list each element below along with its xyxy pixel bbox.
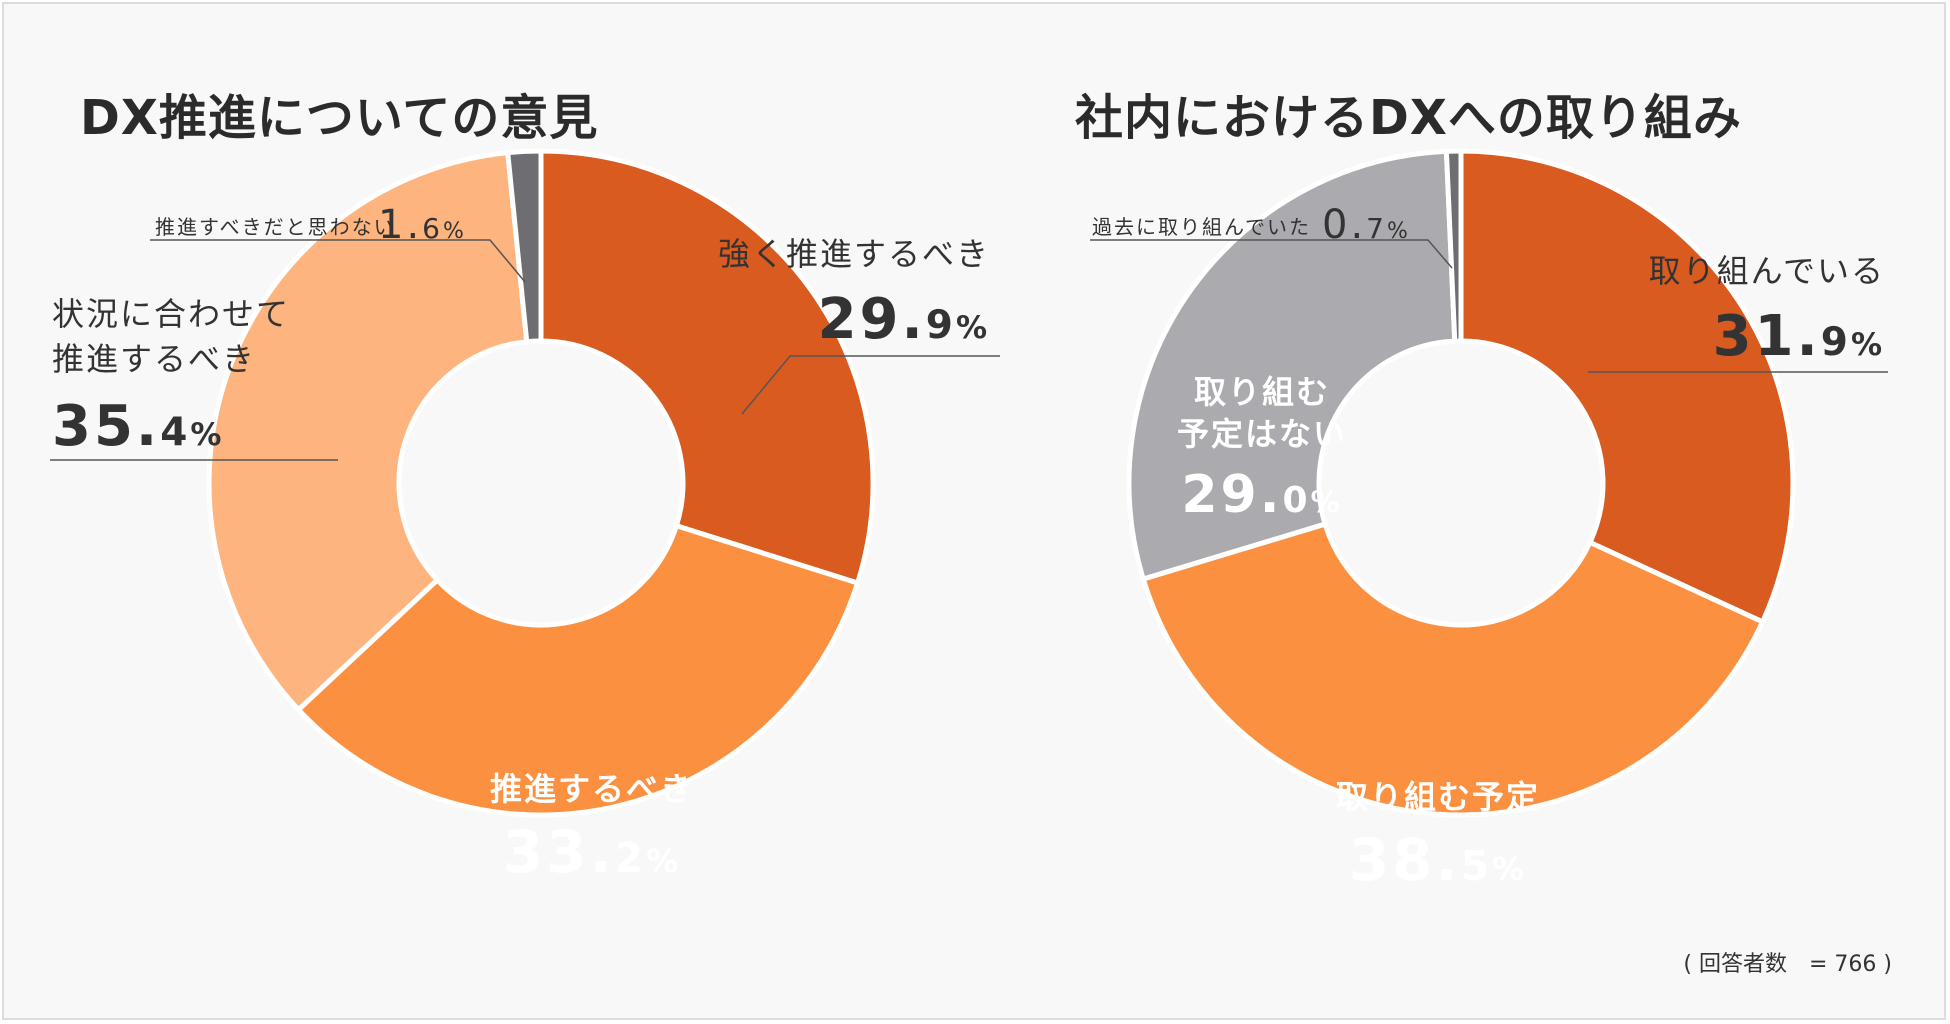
slice-value-0-0: 29.9% [818,287,990,352]
slice-value-1-2: 29.0% [1181,465,1342,525]
slice-1-2 [1126,148,1458,583]
slice-label-1-2-1: 予定はない [1177,415,1347,453]
slice-label-1-3-0: 過去に取り組んでいた [1092,215,1311,239]
slice-1-0 [1458,148,1796,626]
chart-title-left: DX推進についての意見 [80,90,599,146]
slice-label-0-2-0: 状況に合わせて [52,295,290,333]
slice-0-1 [294,522,861,818]
slice-label-1-0-0: 取り組んでいる [1649,252,1885,290]
leader-line-0-0 [741,355,1000,415]
slice-value-1-0: 31.9% [1713,304,1885,369]
respondent-count-note: ( 回答者数 = 766 ) [1683,952,1892,977]
slice-value-0-2: 35.4% [52,394,224,459]
slice-value-0-1: 33.2% [503,818,681,886]
slice-label-0-2-1: 推進するべき [52,340,256,378]
slice-0-0 [538,148,876,587]
slice-0-2 [206,149,530,714]
leader-line-1-3 [1090,239,1453,269]
slice-label-1-2-0: 取り組む [1194,373,1330,411]
slice-label-0-3-0: 推進すべきだと思わない [155,215,396,239]
donut-1 [1126,148,1796,818]
slice-1-1 [1140,520,1766,818]
slice-0-3 [504,148,544,345]
slice-1-3 [1443,148,1464,344]
slice-value-0-3: 1.6% [378,202,467,248]
leader-line-0-3 [150,239,526,283]
slice-value-1-3: 0.7% [1322,202,1411,248]
slice-label-0-1-0: 推進するべき [490,770,694,808]
slice-label-1-1-0: 取り組む予定 [1336,778,1540,816]
slice-label-0-0-0: 強く推進するべき [718,235,990,273]
donut-0 [206,148,876,818]
slice-value-1-1: 38.5% [1349,826,1527,894]
chart-title-right: 社内におけるDXへの取り組み [1075,90,1742,146]
